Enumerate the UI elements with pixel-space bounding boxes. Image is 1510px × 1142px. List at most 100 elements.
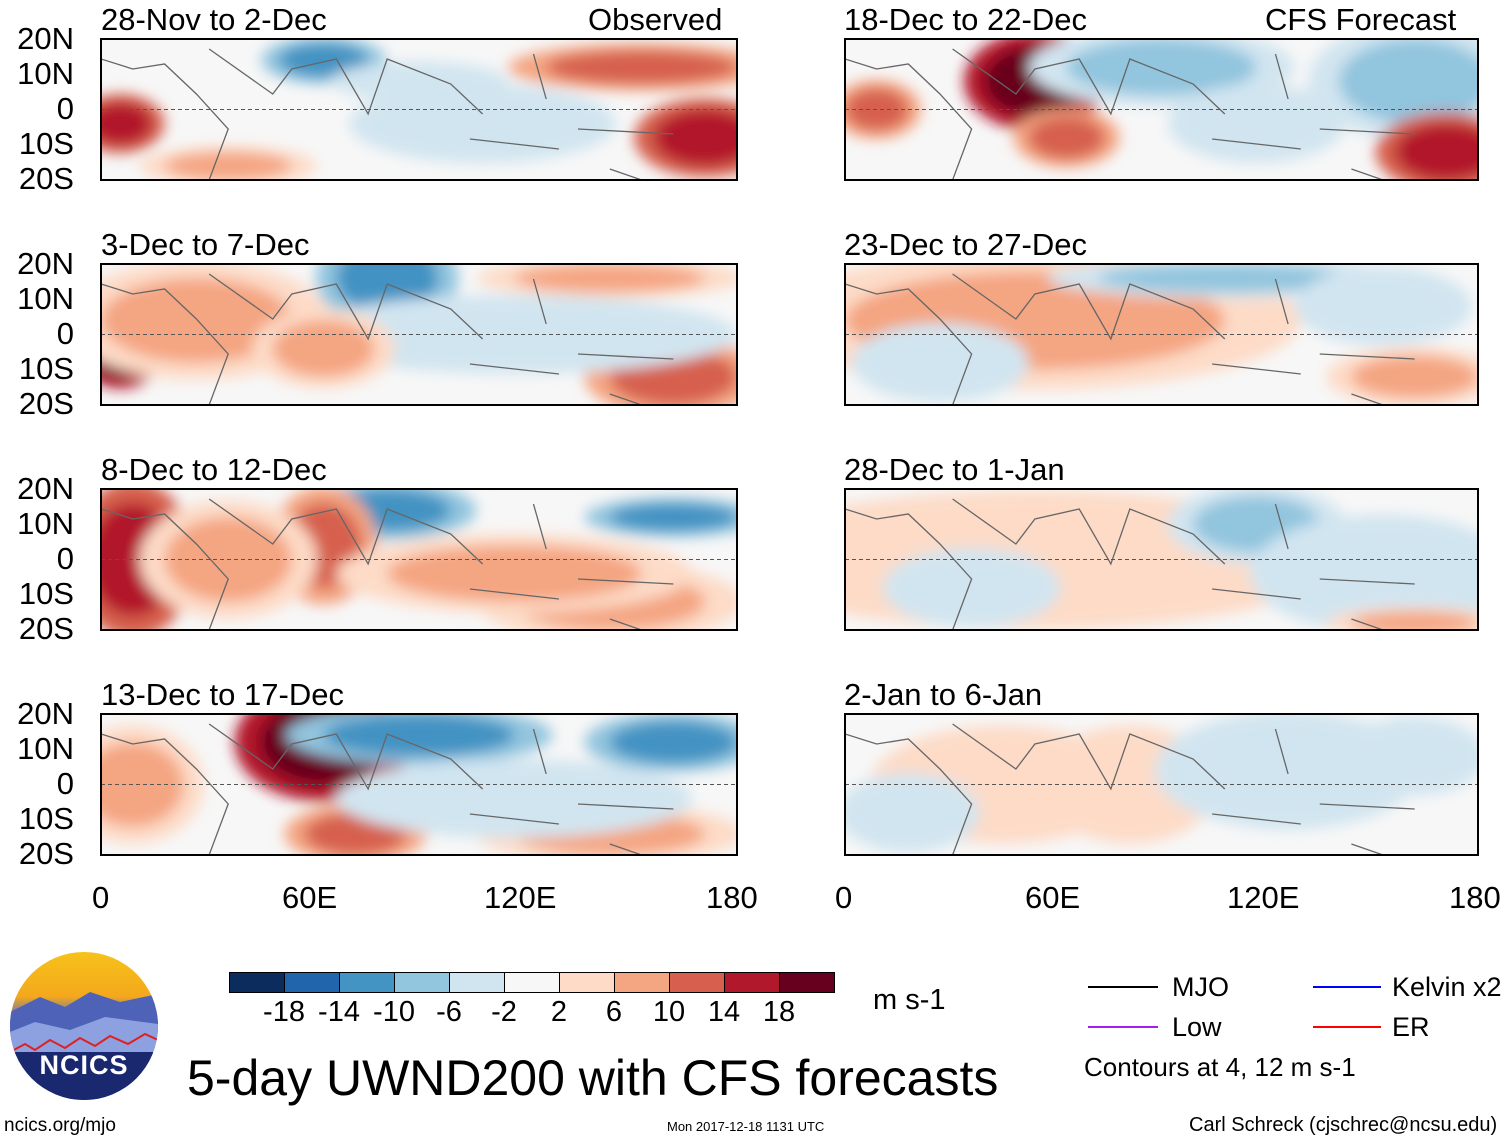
wind-anomaly-field: [164, 151, 292, 180]
map-panel: [100, 713, 738, 856]
panel-title: 23-Dec to 27-Dec: [844, 227, 1087, 262]
lon-label: 180: [706, 880, 758, 915]
lat-label: 20S: [18, 386, 74, 421]
colorbar-swatch: [339, 972, 395, 993]
colorbar-label: -10: [373, 996, 415, 1028]
colorbar-swatch: [284, 972, 340, 993]
coastline: [101, 723, 674, 855]
map-panel: [100, 263, 738, 406]
lat-label: 10S: [18, 576, 74, 611]
colorbar-label: 18: [762, 996, 796, 1028]
wind-anomaly-field: [1066, 39, 1257, 96]
footer-url[interactable]: ncics.org/mjo: [4, 1115, 116, 1136]
lon-label: 120E: [484, 880, 557, 915]
wind-anomaly-field: [272, 320, 375, 377]
observed-label: Observed: [588, 2, 723, 37]
map-panel: [844, 488, 1479, 631]
wind-anomaly-field: [1028, 116, 1105, 159]
lat-label: 20S: [18, 836, 74, 871]
lon-label: 0: [835, 880, 853, 915]
coastline: [101, 48, 674, 180]
map-panel: [100, 488, 738, 631]
wind-anomaly-field: [1351, 611, 1478, 630]
panel-frame: [100, 263, 738, 406]
coastline: [845, 48, 1415, 180]
wind-anomaly-field: [609, 503, 737, 532]
map-panel: [100, 38, 738, 181]
legend-label-er: ER: [1392, 1012, 1430, 1042]
panel-title: 8-Dec to 12-Dec: [101, 452, 327, 487]
wind-anomaly-field: [101, 742, 184, 827]
wind-anomaly-field: [609, 721, 737, 764]
wind-anomaly-field: [908, 559, 1035, 616]
map-panels: [100, 38, 1479, 856]
colorbar-units: m s-1: [873, 984, 946, 1016]
legend-line-kelvin: [1313, 986, 1381, 988]
lat-label: 20S: [18, 611, 74, 646]
wind-anomaly-field: [1193, 95, 1320, 152]
wind-anomaly-field: [546, 50, 737, 85]
colorbar-label: 6: [605, 996, 623, 1028]
wind-anomaly-field: [1193, 728, 1384, 813]
panel-frame: [100, 38, 738, 181]
wind-anomaly-field: [387, 545, 642, 602]
coastline: [845, 498, 1415, 630]
panel-frame: [844, 263, 1479, 406]
lon-label: 180: [1449, 880, 1501, 915]
wind-anomaly-field: [1319, 278, 1447, 335]
lat-label: 10N: [17, 506, 74, 541]
lat-label: 10S: [18, 351, 74, 386]
panel-title: 2-Jan to 6-Jan: [844, 677, 1043, 712]
coastline: [101, 498, 674, 630]
wind-anomaly-field: [654, 109, 737, 166]
colorbar-label: -6: [436, 996, 462, 1028]
colorbar-swatch: [614, 972, 670, 993]
lat-label: 0: [56, 766, 74, 801]
wind-anomaly-field: [355, 67, 483, 96]
colorbar-swatch: [669, 972, 725, 993]
legend-line-er: [1313, 1026, 1381, 1028]
wind-anomaly-field: [876, 334, 1004, 391]
map-panel: [844, 263, 1479, 406]
map-panel: [844, 713, 1479, 856]
colorbar-label: -2: [491, 996, 517, 1028]
colorbar-swatch: [779, 972, 835, 993]
legend-line-mjo: [1088, 986, 1158, 988]
panel-frame: [100, 713, 738, 856]
colorbar-swatch: [229, 972, 285, 993]
footer-timestamp: Mon 2017-12-18 1131 UTC: [667, 1119, 825, 1134]
wind-anomaly-field: [857, 784, 959, 841]
lat-label: 10S: [18, 126, 74, 161]
coastline: [845, 723, 1415, 855]
lon-label: 0: [92, 880, 110, 915]
legend-label-mjo: MJO: [1172, 972, 1229, 1002]
colorbar-label: 14: [707, 996, 741, 1028]
panel-frame: [100, 488, 738, 631]
wind-anomaly-field: [1288, 531, 1478, 616]
wind-anomaly-field: [387, 95, 578, 152]
wind-anomaly-field: [279, 43, 369, 78]
colorbar-swatch: [724, 972, 780, 993]
panel-title: 28-Nov to 2-Dec: [101, 2, 327, 37]
lat-label: 10N: [17, 56, 74, 91]
lat-label: 10N: [17, 281, 74, 316]
lat-label: 10N: [17, 731, 74, 766]
coastline: [845, 273, 1415, 405]
lat-label: 0: [56, 91, 74, 126]
panel-title: 18-Dec to 22-Dec: [844, 2, 1087, 37]
colorbar-swatch: [449, 972, 505, 993]
panel-title: 28-Dec to 1-Jan: [844, 452, 1065, 487]
lon-label: 60E: [282, 880, 338, 915]
colorbar-label: -14: [318, 996, 360, 1028]
footer-credit: Carl Schreck (cjschrec@ncsu.edu): [1189, 1114, 1498, 1136]
lat-label: 20N: [17, 21, 74, 56]
panel-frame: [844, 488, 1479, 631]
wind-anomaly-field: [1098, 264, 1352, 293]
wind-anomaly-field: [1351, 355, 1478, 398]
wind-anomaly-field: [514, 264, 706, 293]
wind-anomaly-field: [323, 714, 515, 757]
lon-label: 60E: [1025, 880, 1081, 915]
colorbar-label: 10: [652, 996, 686, 1028]
wind-anomaly-field: [387, 770, 642, 827]
lat-label: 20N: [17, 471, 74, 506]
